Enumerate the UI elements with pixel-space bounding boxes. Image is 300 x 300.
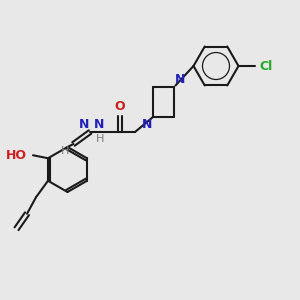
Text: O: O [115, 100, 125, 113]
Text: Cl: Cl [260, 59, 273, 73]
Text: H: H [61, 146, 69, 155]
Text: H: H [95, 134, 104, 144]
Text: N: N [79, 118, 89, 131]
Text: HO: HO [6, 149, 27, 162]
Text: N: N [142, 118, 152, 131]
Text: N: N [94, 118, 104, 131]
Text: N: N [175, 73, 185, 86]
